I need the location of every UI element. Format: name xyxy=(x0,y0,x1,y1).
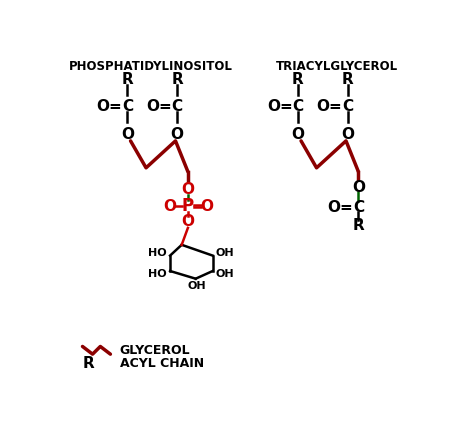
Text: OH: OH xyxy=(216,269,235,279)
Text: OH: OH xyxy=(188,281,207,291)
Text: O=: O= xyxy=(327,200,353,215)
Text: HO: HO xyxy=(148,248,167,258)
Text: C: C xyxy=(122,99,133,115)
Text: PHOSPHATIDYLINOSITOL: PHOSPHATIDYLINOSITOL xyxy=(69,60,233,73)
Text: GLYCEROL: GLYCEROL xyxy=(120,344,191,357)
Text: O: O xyxy=(182,214,194,229)
Text: O: O xyxy=(341,127,354,142)
Text: C: C xyxy=(172,99,182,115)
Text: R: R xyxy=(342,72,354,87)
Text: O=: O= xyxy=(96,99,122,115)
Text: HO: HO xyxy=(148,269,167,279)
Text: O=: O= xyxy=(267,99,292,115)
Text: C: C xyxy=(342,99,353,115)
Text: O: O xyxy=(121,127,134,142)
Text: O: O xyxy=(182,182,194,197)
Text: TRIACYLGLYCEROL: TRIACYLGLYCEROL xyxy=(276,60,398,73)
Text: R: R xyxy=(353,218,365,233)
Text: R: R xyxy=(171,72,183,87)
Text: O=: O= xyxy=(146,99,172,115)
Text: ACYL CHAIN: ACYL CHAIN xyxy=(120,357,204,370)
Text: O: O xyxy=(171,127,183,142)
Text: O: O xyxy=(163,199,176,214)
Text: C: C xyxy=(292,99,303,115)
Text: R: R xyxy=(83,356,95,371)
Text: OH: OH xyxy=(216,248,235,258)
Text: R: R xyxy=(121,72,133,87)
Text: O: O xyxy=(292,127,304,142)
Text: R: R xyxy=(292,72,304,87)
Text: O: O xyxy=(200,199,213,214)
Text: O=: O= xyxy=(316,99,342,115)
Text: P: P xyxy=(182,198,194,215)
Text: C: C xyxy=(353,200,364,215)
Text: O: O xyxy=(352,180,365,194)
